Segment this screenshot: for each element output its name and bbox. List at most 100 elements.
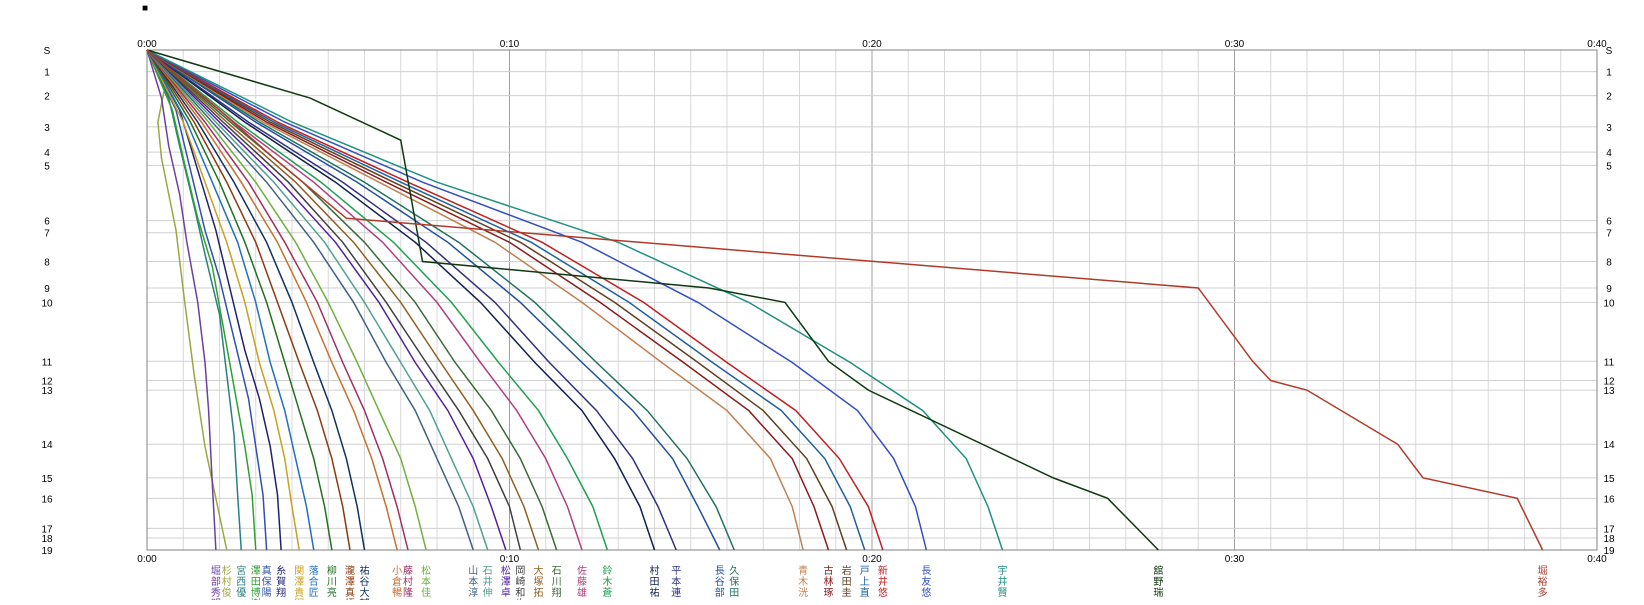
- checkpoint-label-left: 11: [42, 357, 53, 368]
- series-line: [146, 49, 351, 551]
- checkpoint-label-right: S: [1606, 46, 1613, 57]
- series-name-char: 悠: [921, 586, 931, 599]
- checkpoint-label-right: 12: [1603, 377, 1615, 388]
- series-line: [146, 49, 1004, 551]
- series-name-char: 琢: [824, 588, 834, 599]
- series-line: [146, 49, 830, 551]
- series-line: [146, 49, 333, 551]
- checkpoint-label-left: 16: [41, 494, 53, 505]
- series-line: [146, 49, 804, 551]
- series-name-char: 優: [236, 586, 246, 599]
- series-name-char: 堀: [1538, 565, 1548, 577]
- series-name-label: 新井悠: [878, 564, 888, 599]
- checkpoint-label-left: 12: [41, 377, 53, 388]
- series-name-char: 鈴: [602, 564, 612, 577]
- series-name-label: 大塚拓: [534, 564, 544, 599]
- series-name-char: 賢: [998, 587, 1008, 599]
- series-name-char: 村: [403, 575, 413, 588]
- series-name-char: 塚: [534, 576, 544, 588]
- series-name-char: 谷: [715, 576, 725, 588]
- series-name-char: 俊: [222, 586, 232, 599]
- checkpoint-label-left: 4: [44, 148, 50, 159]
- series-name-char: 平: [671, 566, 681, 577]
- x-tick-label-bottom: 0:20: [862, 554, 882, 565]
- series-name-char: 友: [921, 575, 931, 588]
- series-name-label: 堀裕多: [1538, 565, 1548, 599]
- checkpoint-label-left: 15: [41, 474, 53, 485]
- series-name-char: 本: [421, 575, 431, 588]
- series-line: [146, 49, 315, 551]
- series-name-char: 本: [468, 575, 478, 588]
- checkpoint-label-left: 17: [41, 524, 53, 535]
- series-name-char: 石: [483, 566, 493, 577]
- series-name-char: 佐: [577, 565, 587, 577]
- series-name-char: 川: [552, 577, 562, 588]
- x-tick-label-top: 0:00: [137, 39, 157, 50]
- series-name-char: 青: [798, 564, 808, 577]
- series-name-char: 卓: [501, 587, 511, 599]
- series-name-char: 崎: [515, 575, 525, 588]
- checkpoint-label-right: 8: [1606, 258, 1612, 269]
- series-name-char: 伸: [483, 587, 493, 599]
- series-name-char: 洸: [798, 586, 808, 599]
- grid: [146, 49, 1598, 551]
- series-line: [146, 49, 928, 551]
- series-name-char: 大: [534, 564, 544, 577]
- series-line: [146, 49, 540, 551]
- series-name-char: 部: [211, 575, 221, 588]
- series-name-label: 瀧澤真悟: [345, 564, 355, 600]
- series-line: [146, 49, 217, 551]
- checkpoint-label-right: 10: [1603, 298, 1615, 309]
- series-name-label: 石井伸: [483, 566, 493, 599]
- series-name-char: 久: [729, 565, 739, 577]
- series-line: [146, 49, 409, 551]
- series-name-label: 宮西優: [236, 564, 246, 599]
- series-name-char: 宇: [998, 564, 1008, 577]
- series-name-char: 悠: [878, 586, 888, 599]
- checkpoint-label-right: 14: [1603, 440, 1615, 451]
- series-name-char: 雄: [577, 586, 587, 599]
- checkpoint-label-right: 3: [1606, 123, 1612, 134]
- series-name-label: 岩田圭: [842, 564, 852, 599]
- checkpoint-label-right: 9: [1606, 284, 1612, 295]
- series-name-char: 澤: [294, 576, 304, 588]
- checkpoint-label-left: 18: [41, 534, 53, 545]
- series-name-label: 舘野瑞: [1153, 564, 1163, 599]
- series-name-char: 糸: [276, 565, 286, 577]
- checkpoint-label-left: 2: [44, 92, 50, 103]
- series-name-char: 連: [671, 586, 681, 599]
- series-name-label: 関澤貴嗣: [294, 565, 304, 600]
- series-name-char: 林: [824, 575, 834, 588]
- series-name-label: 長谷部: [715, 565, 725, 599]
- series-name-label: 宇井賢: [998, 564, 1008, 599]
- series-line: [146, 49, 268, 551]
- series-lines: [146, 49, 1544, 551]
- series-name-label: 戸上直: [860, 565, 870, 599]
- series-name-char: 拓: [534, 587, 544, 599]
- series-line: [146, 49, 257, 551]
- checkpoint-label-right: 6: [1606, 217, 1612, 228]
- series-name-char: 村: [650, 564, 660, 577]
- series-name-char: 新: [878, 564, 888, 577]
- series-line: [146, 49, 721, 551]
- checkpoint-label-left: 19: [41, 546, 53, 557]
- x-tick-label-top: 0:40: [1587, 39, 1607, 50]
- series-name-char: 祐: [360, 564, 370, 577]
- series-name-label: 石川翔: [552, 566, 562, 599]
- checkpoint-label-right: 5: [1606, 161, 1612, 172]
- series-name-char: 裕: [1538, 575, 1548, 588]
- x-tick-label-bottom: 0:00: [137, 554, 157, 565]
- x-tick-label-bottom: 0:40: [1587, 554, 1607, 565]
- series-name-label: 久保田: [729, 565, 739, 599]
- series-name-label: 山本淳: [468, 565, 478, 599]
- series-name-char: 真: [262, 564, 272, 577]
- series-name-char: 博: [251, 586, 261, 599]
- series-name-char: 蒼: [602, 587, 612, 599]
- series-name-char: 亮: [327, 586, 337, 599]
- series-name-label: 佐藤雄: [577, 565, 587, 599]
- series-name-char: 藤: [577, 576, 587, 588]
- series-line: [146, 49, 427, 551]
- series-name-label: 糸賀翔: [276, 565, 286, 599]
- series-name-char: 澤: [501, 576, 511, 588]
